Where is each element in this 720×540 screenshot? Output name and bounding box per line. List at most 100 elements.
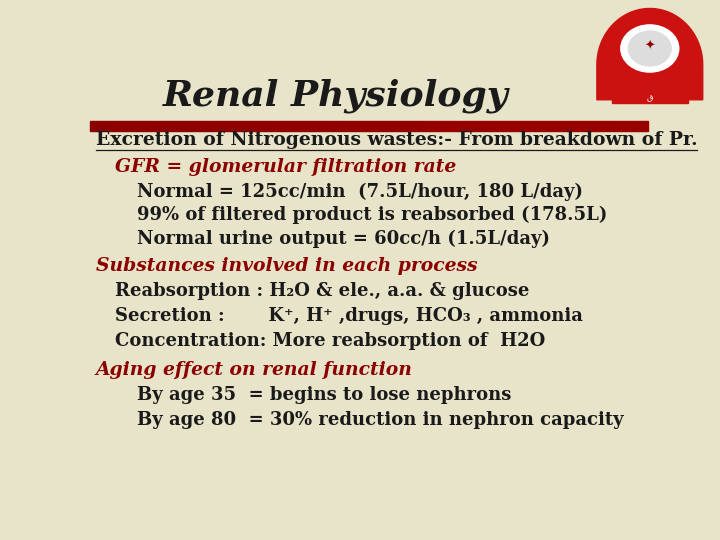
Bar [327,121,330,131]
Bar [174,121,176,131]
Bar [600,121,603,131]
Bar [252,121,255,131]
Bar [263,121,266,131]
Text: GFR = glomerular filtration rate: GFR = glomerular filtration rate [115,158,456,176]
Bar [282,121,285,131]
Bar [341,121,344,131]
Bar [639,121,642,131]
Text: Excretion of Nitrogenous wastes:- From breakdown of Pr.: Excretion of Nitrogenous wastes:- From b… [96,131,697,149]
Bar [129,121,132,131]
Bar [347,121,349,131]
Bar [539,121,542,131]
Bar [634,121,636,131]
Bar [531,121,534,131]
Bar [235,121,238,131]
Bar [575,121,578,131]
Bar [400,121,402,131]
Bar [559,121,562,131]
Bar [294,121,297,131]
Bar [587,121,590,131]
Bar [271,121,274,131]
Bar [567,121,570,131]
Bar [389,121,392,131]
Bar [171,121,174,131]
Bar [369,121,372,131]
Circle shape [621,25,679,72]
Bar [584,121,587,131]
Bar [140,121,143,131]
Bar [536,121,539,131]
Bar [467,121,469,131]
Bar [534,121,536,131]
Bar [553,121,556,131]
Bar [562,121,564,131]
Bar [277,121,280,131]
Bar [392,121,394,131]
Bar [118,121,121,131]
Bar [179,121,182,131]
Text: ق: ق [647,93,653,102]
Bar [349,121,352,131]
Bar [593,121,595,131]
Bar [307,121,310,131]
Bar [377,121,380,131]
Bar [374,121,377,131]
Bar [416,121,419,131]
Bar [547,121,550,131]
Bar [160,121,163,131]
Bar [542,121,545,131]
Bar [221,121,224,131]
Bar [422,121,425,131]
Bar [606,121,609,131]
Bar [227,121,230,131]
Bar [207,121,210,131]
Bar [514,121,517,131]
Text: 99% of filtered product is reabsorbed (178.5L): 99% of filtered product is reabsorbed (1… [138,206,608,225]
Bar [148,121,151,131]
Bar [243,121,246,131]
Text: By age 80  = 30% reduction in nephron capacity: By age 80 = 30% reduction in nephron cap… [138,411,624,429]
Bar [475,121,478,131]
Bar [469,121,472,131]
Bar [210,121,213,131]
Bar [313,121,316,131]
Bar [230,121,233,131]
Bar [238,121,240,131]
Bar [489,121,492,131]
Bar [168,121,171,131]
Bar [182,121,185,131]
Bar [305,121,307,131]
Bar [520,121,523,131]
Bar [631,121,634,131]
Bar [258,121,260,131]
Bar [366,121,369,131]
Bar [453,121,456,131]
Bar [505,121,508,131]
Bar [196,121,199,131]
Bar [526,121,528,131]
Bar [269,121,271,131]
Bar [266,121,269,131]
Bar [233,121,235,131]
Polygon shape [597,9,703,100]
Bar [324,121,327,131]
Bar [288,121,291,131]
Bar [492,121,495,131]
Bar [109,121,112,131]
Bar [441,121,444,131]
Bar [581,121,584,131]
Bar [260,121,263,131]
Bar [291,121,294,131]
Bar [112,121,115,131]
Bar [472,121,475,131]
Bar [138,121,140,131]
Bar [344,121,347,131]
Bar [330,121,333,131]
Bar [224,121,227,131]
Bar [431,121,433,131]
Text: Reabsorption : H₂O & ele., a.a. & glucose: Reabsorption : H₂O & ele., a.a. & glucos… [115,282,529,300]
Bar [132,121,135,131]
Bar [115,121,118,131]
Bar [550,121,553,131]
Bar [517,121,520,131]
